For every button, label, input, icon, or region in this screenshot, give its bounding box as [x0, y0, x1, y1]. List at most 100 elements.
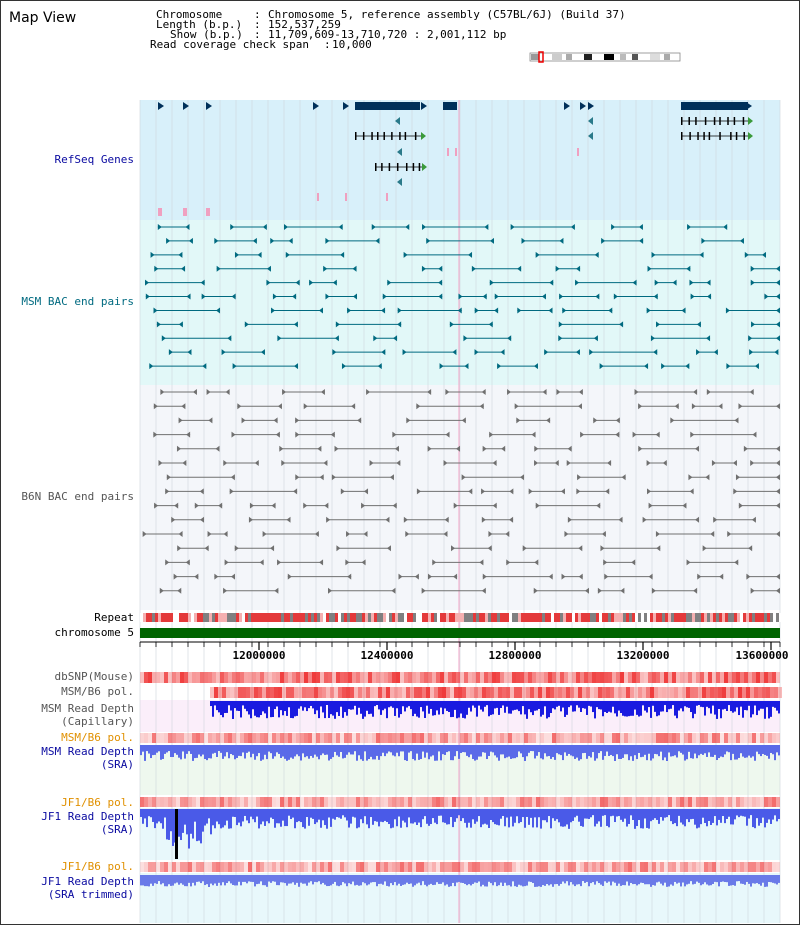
- depth-bar: [402, 745, 404, 752]
- depth-bar: [338, 701, 340, 716]
- depth-bar: [524, 875, 526, 887]
- depth-bar: [566, 745, 568, 756]
- refseq-genes-features[interactable]: [158, 102, 753, 216]
- depth-bar: [638, 701, 640, 717]
- depth-bar: [586, 701, 588, 715]
- depth-bar: [528, 809, 530, 825]
- track-label-msm-depth-sra[interactable]: MSM Read Depth: [41, 745, 134, 758]
- depth-bar: [400, 701, 402, 715]
- depth-bar: [748, 701, 750, 706]
- depth-bar: [330, 809, 332, 827]
- depth-bar: [150, 809, 152, 818]
- track-label-msm-bac[interactable]: MSM BAC end pairs: [21, 295, 134, 308]
- pol-cell: [372, 862, 376, 872]
- pol-cell: [492, 672, 496, 683]
- chromosome-ideogram[interactable]: [529, 51, 681, 63]
- depth-bar: [554, 701, 556, 710]
- pol-cell: [496, 797, 500, 807]
- track-label-jf1-depth-trimmed[interactable]: JF1 Read Depth: [41, 875, 134, 888]
- pol-cell: [772, 733, 776, 743]
- pol-cell: [546, 687, 550, 698]
- depth-bar: [336, 745, 338, 756]
- msm-bac-pair-end: [181, 265, 186, 272]
- pol-cell: [540, 733, 544, 743]
- depth-bar: [470, 809, 472, 828]
- pol-cell: [240, 862, 244, 872]
- pol-cell: [164, 797, 168, 807]
- depth-bar: [586, 809, 588, 819]
- depth-bar: [748, 745, 750, 756]
- pol-cell: [256, 733, 260, 743]
- track-label-msm-b6-pol-2[interactable]: MSM/B6 pol.: [61, 731, 134, 744]
- depth-bar: [772, 875, 774, 883]
- pol-cell: [676, 733, 680, 743]
- track-label-b6n-bac[interactable]: B6N BAC end pairs: [21, 490, 134, 503]
- pol-cell: [536, 797, 540, 807]
- pol-cell: [716, 672, 720, 683]
- depth-bar: [544, 809, 546, 821]
- repeat-cell: [614, 613, 617, 622]
- pol-cell: [248, 797, 252, 807]
- msm-bac-pair-end: [535, 251, 540, 258]
- pol-cell: [564, 672, 568, 683]
- depth-bar: [288, 875, 290, 884]
- repeat-cell: [593, 613, 596, 622]
- gene-exon: [689, 132, 691, 140]
- pol-cell: [248, 672, 252, 683]
- repeat-cell: [353, 613, 356, 622]
- pol-cell: [460, 862, 464, 872]
- repeat-cell: [308, 613, 311, 622]
- depth-bar: [552, 875, 554, 887]
- depth-bar: [532, 875, 534, 884]
- track-label-jf1-b6-pol-2[interactable]: JF1/B6 pol.: [61, 860, 134, 873]
- depth-bar: [624, 701, 626, 717]
- pol-cell: [660, 733, 664, 743]
- b6n-bac-pair-end: [662, 460, 667, 466]
- repeat-cell: [266, 613, 269, 622]
- depth-bar: [374, 875, 376, 883]
- pol-cell: [456, 733, 460, 743]
- pol-cell: [554, 687, 558, 698]
- depth-bar: [650, 701, 652, 718]
- track-label-dbsnp[interactable]: dbSNP(Mouse): [54, 670, 134, 683]
- msm-bac-features[interactable]: [145, 224, 780, 370]
- depth-bar: [652, 745, 654, 759]
- pol-cell: [680, 672, 684, 683]
- depth-bar: [544, 701, 546, 707]
- track-label-refseq[interactable]: RefSeq Genes: [54, 153, 134, 166]
- track-label-msm-depth-capillary[interactable]: MSM Read Depth: [41, 702, 134, 715]
- depth-bar: [754, 745, 756, 761]
- depth-bar: [340, 809, 342, 819]
- depth-bar: [688, 875, 690, 884]
- pol-cell: [684, 862, 688, 872]
- b6n-bac-pair-end: [366, 389, 371, 395]
- depth-bar: [226, 809, 228, 821]
- msm-bac-pair-end: [426, 237, 431, 244]
- depth-bar: [726, 701, 728, 711]
- b6n-bac-features[interactable]: [142, 389, 780, 594]
- repeat-cell: [431, 613, 434, 622]
- depth-bar: [750, 875, 752, 887]
- depth-bar: [590, 809, 592, 818]
- pol-cell: [648, 672, 652, 683]
- track-label-jf1-depth-sra[interactable]: JF1 Read Depth: [41, 810, 134, 823]
- b6n-bac-pair-end: [604, 573, 609, 580]
- depth-bar: [322, 745, 324, 754]
- pol-cell: [664, 733, 668, 743]
- b6n-bac-pair-end: [689, 488, 694, 495]
- depth-bar: [584, 745, 586, 753]
- track-label-msm-b6-pol[interactable]: MSM/B6 pol.: [61, 685, 134, 698]
- depth-bar: [674, 875, 676, 882]
- depth-bar: [732, 809, 734, 825]
- msm-bac-pair-end: [285, 251, 290, 258]
- depth-bar: [330, 745, 332, 759]
- track-label-jf1-b6-pol[interactable]: JF1/B6 pol.: [61, 796, 134, 809]
- depth-bar: [156, 875, 158, 884]
- depth-bar: [490, 875, 492, 884]
- msm-bac-pair-end: [284, 224, 289, 230]
- repeat-cell: [254, 613, 257, 622]
- depth-bar: [746, 875, 748, 882]
- depth-bar: [206, 875, 208, 885]
- depth-bar: [720, 875, 722, 882]
